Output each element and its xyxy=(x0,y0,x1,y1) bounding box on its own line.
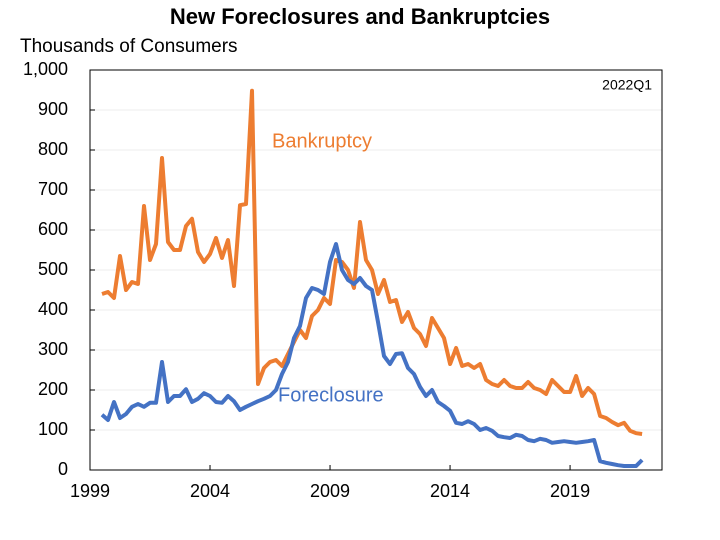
y-tick-label: 200 xyxy=(38,379,68,399)
y-tick-label: 800 xyxy=(38,139,68,159)
y-tick-label: 1,000 xyxy=(23,59,68,79)
chart-title: New Foreclosures and Bankruptcies xyxy=(170,4,550,29)
y-tick-label: 700 xyxy=(38,179,68,199)
x-tick-label: 2009 xyxy=(310,481,350,501)
x-tick-label: 2014 xyxy=(430,481,470,501)
y-tick-label: 0 xyxy=(58,459,68,479)
x-tick-label: 2004 xyxy=(190,481,230,501)
y-tick-label: 500 xyxy=(38,259,68,279)
plot-frame xyxy=(89,69,663,471)
x-tick-label: 1999 xyxy=(70,481,110,501)
annotation: 2022Q1 xyxy=(602,77,652,93)
series-label: Bankruptcy xyxy=(272,130,372,152)
y-tick-label: 100 xyxy=(38,419,68,439)
series-line xyxy=(101,88,643,436)
y-tick-label: 400 xyxy=(38,299,68,319)
y-tick-label: 600 xyxy=(38,219,68,239)
series-line xyxy=(100,242,644,468)
series-label: Foreclosure xyxy=(278,384,384,406)
y-tick-label: 300 xyxy=(38,339,68,359)
y-tick-label: 900 xyxy=(38,99,68,119)
y-axis-label: Thousands of Consumers xyxy=(20,36,238,57)
x-tick-label: 2019 xyxy=(550,481,590,501)
